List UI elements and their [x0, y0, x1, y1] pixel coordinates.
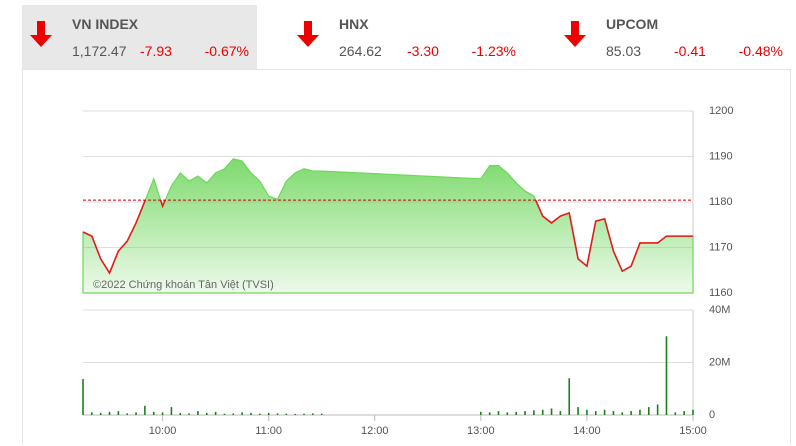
volume-bar: [241, 412, 243, 415]
watermark: ©2022 Chứng khoán Tân Việt (TVSI): [93, 279, 274, 291]
volume-bar: [197, 411, 199, 415]
volume-bar: [135, 412, 137, 415]
x-tick-label: 15:00: [679, 425, 707, 437]
volume-bar: [303, 413, 305, 415]
index-percent: -0.67%: [204, 43, 249, 59]
index-tab[interactable]: UPCOM 85.03 -0.41 -0.48%: [556, 5, 791, 69]
index-change: -7.93: [140, 43, 172, 59]
volume-bar: [170, 407, 173, 415]
index-change: -0.41: [674, 43, 706, 59]
volume-bar: [621, 412, 624, 415]
volume-bar: [223, 413, 226, 415]
x-tick-label: 11:00: [255, 425, 282, 437]
volume-bar: [91, 412, 93, 415]
volume-bar: [179, 412, 182, 415]
y-tick-label: 40M: [709, 304, 730, 316]
volume-bar: [250, 412, 252, 415]
y-tick-label: 20M: [709, 356, 730, 368]
index-tab[interactable]: VN INDEX 1,172.47 -7.93 -0.67%: [22, 5, 257, 69]
volume-bar: [639, 409, 641, 415]
volume-bar: [612, 411, 615, 415]
volume-bar: [630, 411, 632, 415]
volume-bar: [524, 411, 526, 415]
x-tick-label: 14:00: [573, 425, 601, 437]
volume-bar: [568, 378, 571, 415]
volume-bar: [488, 412, 491, 415]
volume-bar: [506, 412, 509, 415]
volume-bar: [205, 412, 208, 415]
volume-bar: [161, 412, 164, 415]
x-tick-label: 13:00: [467, 425, 495, 437]
volume-bar: [108, 411, 111, 415]
volume-bar: [144, 405, 146, 415]
volume-bar: [656, 404, 659, 415]
chart-panel: 1160 1170 1180 1190 1200 ©2022 Chứng khoán Tâ…: [22, 69, 791, 445]
volume-bar: [285, 413, 288, 415]
y-tick-label: 1160: [709, 287, 733, 299]
volume-bar: [665, 336, 668, 415]
volume-bar: [99, 412, 102, 415]
volume-bar: [550, 408, 553, 415]
chart: 1160 1170 1180 1190 1200 ©2022 Chứng khoán Tâ…: [82, 105, 733, 437]
volume-bar: [533, 410, 535, 415]
volume-bar: [152, 411, 155, 415]
y-tick-label: 1180: [709, 196, 733, 208]
volume-bar: [276, 413, 279, 415]
volume-bar: [214, 411, 217, 415]
volume-bar: [294, 413, 296, 415]
volume-bar: [586, 409, 588, 415]
down-arrow: [564, 21, 586, 47]
index-tab[interactable]: HNX 264.62 -3.30 -1.23%: [289, 5, 524, 69]
volume-bar: [188, 413, 190, 415]
volume-bar: [577, 407, 579, 415]
volume-bar: [674, 412, 677, 415]
volume-bar: [259, 413, 261, 415]
volume-bar: [647, 407, 650, 415]
volume-bar: [594, 411, 597, 415]
price-area: [82, 158, 694, 294]
index-percent: -1.23%: [471, 43, 516, 59]
volume-bar: [515, 411, 517, 415]
index-value: 264.62: [339, 43, 382, 59]
volume-bar: [320, 413, 323, 415]
index-name: VN INDEX: [72, 16, 139, 32]
y-tick-label: 1170: [709, 241, 733, 253]
y-tick-label: 1200: [709, 105, 733, 117]
index-bar: VN INDEX 1,172.47 -7.93 -0.67% HNX 264.62 -3.3…: [22, 5, 792, 69]
volume-bar: [312, 413, 314, 415]
volume-bar: [603, 409, 606, 415]
down-arrow: [297, 21, 319, 47]
index-value: 1,172.47: [72, 43, 127, 59]
y-tick-label: 0: [709, 409, 715, 421]
volume-bar: [497, 411, 500, 415]
price-line: [82, 200, 693, 275]
volume-bar: [82, 379, 84, 415]
index-percent: -0.48%: [738, 43, 783, 59]
volume-bar: [683, 411, 685, 415]
volume-bar: [541, 409, 544, 415]
index-name: UPCOM: [606, 16, 659, 32]
volume-bar: [126, 413, 129, 415]
x-tick-label: 10:00: [149, 425, 177, 437]
volume-bar: [692, 409, 694, 415]
volume-bar: [480, 411, 482, 415]
index-name: HNX: [339, 16, 369, 32]
x-tick-label: 12:00: [361, 425, 389, 437]
y-tick-label: 1190: [709, 150, 733, 162]
down-arrow: [30, 21, 52, 47]
volume-bar: [267, 412, 270, 415]
index-value: 85.03: [606, 43, 642, 59]
volume-bar: [559, 411, 562, 415]
volume-bar: [232, 413, 235, 415]
index-change: -3.30: [407, 43, 439, 59]
volume-bar: [117, 411, 120, 415]
